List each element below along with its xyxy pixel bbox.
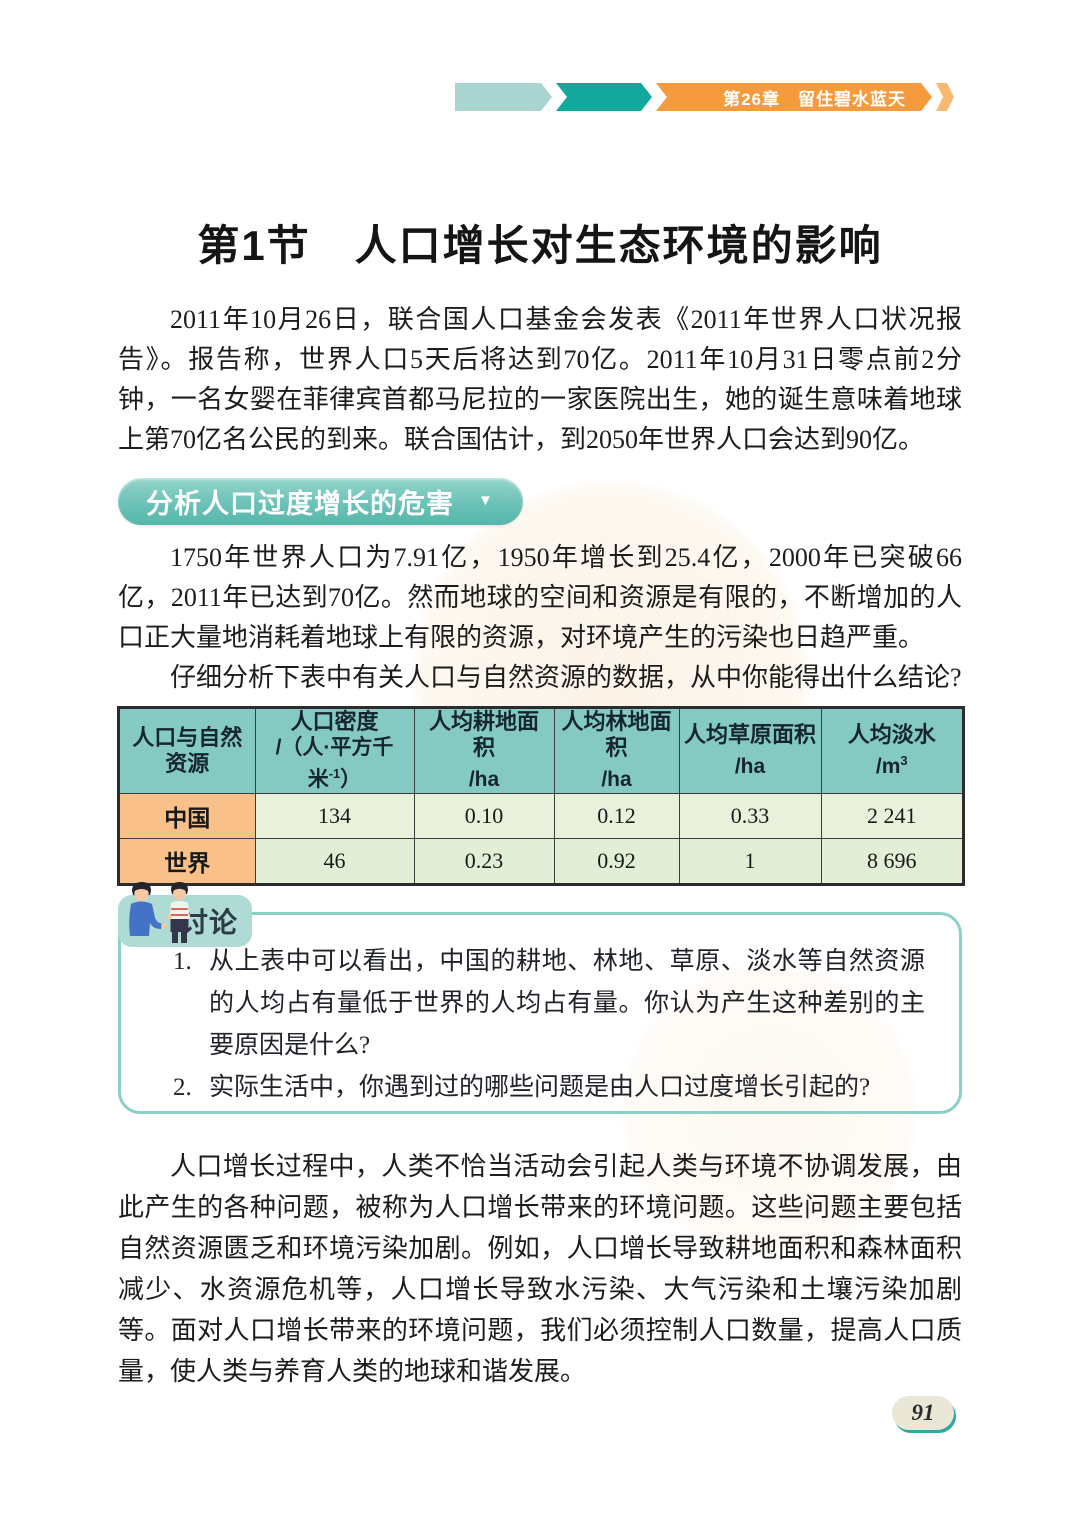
page-number-badge: 91	[892, 1396, 954, 1430]
resource-table: 人口与自然资源 人口密度 /（人·平方千米-1） 人均耕地面积 /ha 人均林地…	[117, 706, 965, 886]
students-discussing-icon	[129, 882, 190, 943]
banner-segment-dark-teal	[556, 83, 652, 111]
question-text: 从上表中可以看出，中国的耕地、林地、草原、淡水等自然资源的人均占有量低于世界的人…	[209, 948, 925, 1059]
column-unit: /m3	[875, 753, 908, 778]
column-unit: /ha	[734, 755, 766, 778]
growth-paragraph-block: 1750年世界人口为7.91亿，1950年增长到25.4亿，2000年已突破66…	[118, 538, 962, 698]
table-cell: 0.10	[413, 793, 555, 839]
column-header: 人口与自然资源	[118, 707, 256, 794]
column-header: 人均林地面积 /ha	[553, 707, 680, 794]
table-row-china: 中国 134 0.10 0.12 0.33 2 241	[118, 793, 964, 839]
banner-arrow-icon	[936, 83, 954, 111]
table-header-row: 人口与自然资源 人口密度 /（人·平方千米-1） 人均耕地面积 /ha 人均林地…	[118, 707, 964, 794]
table-cell: 0.92	[553, 838, 680, 884]
page-number: 91	[911, 1400, 935, 1425]
intro-paragraph: 2011年10月26日，联合国人口基金会发表《2011年世界人口状况报告》。报告…	[118, 300, 962, 460]
chapter-banner: 第26章 留住碧水蓝天	[455, 83, 954, 111]
question-text: 实际生活中，你遇到过的哪些问题是由人口过度增长引起的?	[209, 1074, 871, 1101]
column-header: 人口密度 /（人·平方千米-1）	[254, 707, 415, 794]
section-badge-label: 分析人口过度增长的危害	[146, 489, 454, 519]
table-cell: 46	[254, 838, 415, 884]
discussion-question: 1. 从上表中可以看出，中国的耕地、林地、草原、淡水等自然资源的人均占有量低于世…	[173, 941, 925, 1067]
column-unit: /ha	[601, 768, 632, 791]
column-unit: /ha	[468, 768, 500, 791]
page-title: 第1节 人口增长对生态环境的影响	[197, 222, 883, 269]
discussion-label: 讨论	[118, 882, 252, 947]
column-header: 人均淡水 /m3	[820, 707, 964, 794]
table-cell: 0.33	[678, 793, 822, 839]
section-badge: 分析人口过度增长的危害 ▼	[118, 478, 523, 525]
row-label: 中国	[118, 793, 256, 839]
discussion-question: 2. 实际生活中，你遇到过的哪些问题是由人口过度增长引起的?	[173, 1067, 925, 1109]
paragraph-text: 1750年世界人口为7.91亿，1950年增长到25.4亿，2000年已突破66…	[118, 543, 962, 652]
table-cell: 1	[678, 838, 822, 884]
discussion-box: 讨论 1. 从上表中可以看出，中国的耕地、林地、草原、淡水等自然资源的人均占有量…	[118, 882, 962, 1114]
paragraph-text: 2011年10月26日，联合国人口基金会发表《2011年世界人口状况报告》。报告…	[118, 305, 962, 454]
table-cell: 8 696	[820, 838, 964, 884]
discussion-label-text: 讨论	[179, 907, 238, 938]
column-header: 人均耕地面积 /ha	[413, 707, 555, 794]
question-number: 2.	[173, 1074, 192, 1101]
closing-paragraph: 人口增长过程中，人类不恰当活动会引起人类与环境不协调发展，由此产生的各种问题，被…	[118, 1146, 962, 1392]
table-cell: 2 241	[820, 793, 964, 839]
column-unit: /（人·平方千米-1）	[275, 736, 394, 791]
banner-segment-orange: 第26章 留住碧水蓝天	[656, 83, 932, 111]
banner-segment-light-teal	[455, 83, 552, 111]
table-cell: 0.23	[413, 838, 555, 884]
chapter-title: 第26章 留住碧水蓝天	[723, 89, 906, 109]
triangle-down-icon: ▼	[478, 493, 493, 509]
table-cell: 0.12	[553, 793, 680, 839]
table-prompt: 仔细分析下表中有关人口与自然资源的数据，从中你能得出什么结论?	[170, 663, 962, 692]
table-row-world: 世界 46 0.23 0.92 1 8 696	[118, 838, 964, 884]
column-header: 人均草原面积 /ha	[678, 707, 822, 794]
row-label: 世界	[118, 838, 256, 884]
question-number: 1.	[173, 948, 192, 975]
paragraph-text: 人口增长过程中，人类不恰当活动会引起人类与环境不协调发展，由此产生的各种问题，被…	[118, 1152, 962, 1386]
table-cell: 134	[254, 793, 415, 839]
